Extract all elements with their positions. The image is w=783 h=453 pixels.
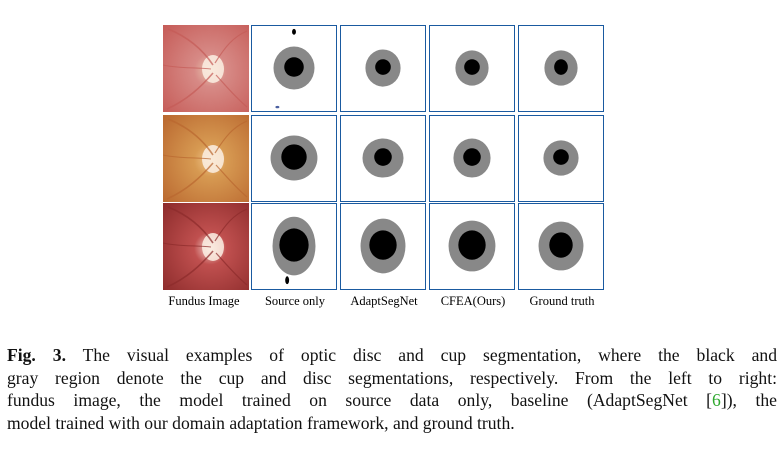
caption-line-4: model trained with our domain adaptation… — [7, 412, 515, 433]
caption-line-2: gray region denote the cup and disc segm… — [7, 367, 777, 388]
segmentation-mask-adaptsegnet-row-2 — [340, 115, 426, 202]
cup-region — [463, 148, 481, 166]
vessel — [166, 162, 214, 200]
vessel — [214, 120, 248, 154]
segmentation-mask-cfea-row-2 — [429, 115, 515, 202]
cup-region — [464, 59, 480, 75]
column-label-source-only: Source only — [264, 294, 326, 308]
cup-region — [369, 230, 397, 260]
optic-disc — [202, 233, 224, 261]
segmentation-mask-cfea-row-3 — [429, 203, 515, 290]
vessel — [163, 64, 212, 70]
figure-caption: Fig. 3. The visual examples of optic dis… — [7, 344, 777, 434]
segmentation-mask-adaptsegnet-row-3 — [340, 203, 426, 290]
segmentation-mask-ground-truth-row-1 — [518, 25, 604, 112]
vessel — [214, 208, 248, 242]
segmentation-mask-ground-truth-row-3 — [518, 203, 604, 290]
optic-disc — [202, 145, 224, 173]
caption-line-1: The visual examples of optic disc and cu… — [82, 345, 777, 365]
vessel — [167, 118, 214, 156]
segmentation-mask-source-only-row-1 — [251, 25, 337, 112]
optic-disc — [202, 55, 224, 83]
segmentation-mask-ground-truth-row-2 — [518, 115, 604, 202]
segmentation-mask-source-only-row-3 — [251, 203, 337, 290]
vessel — [166, 72, 214, 110]
column-label-ground-truth: Ground truth — [529, 294, 595, 308]
false-positive-blob — [285, 276, 290, 285]
fundus-image-row-2 — [163, 115, 249, 202]
column-label-fundus: Fundus Image — [168, 294, 240, 308]
segmentation-mask-source-only-row-2 — [251, 115, 337, 202]
vessel — [215, 74, 248, 108]
vessel — [166, 250, 214, 288]
false-positive-blob — [275, 105, 280, 109]
cup-region — [458, 230, 486, 260]
vessel — [163, 242, 212, 248]
cup-region — [284, 57, 304, 77]
vessel — [167, 206, 214, 244]
fundus-image-row-1 — [163, 25, 249, 112]
segmentation-grid — [163, 25, 605, 293]
false-positive-blob — [292, 28, 296, 35]
vessel — [167, 28, 214, 66]
column-label-cfea: CFEA(Ours) — [440, 294, 506, 308]
cup-region — [553, 149, 569, 165]
caption-line-3: fundus image, the model trained on sourc… — [7, 390, 713, 410]
cup-region — [374, 148, 392, 166]
cup-region — [279, 228, 309, 262]
cup-region — [554, 59, 568, 75]
caption-line-3-end: ]), the — [720, 390, 777, 410]
cup-region — [549, 232, 573, 258]
fundus-image-row-3 — [163, 203, 249, 290]
caption-label: Fig. 3. — [7, 345, 66, 365]
segmentation-mask-adaptsegnet-row-1 — [340, 25, 426, 112]
vessel — [215, 252, 248, 286]
vessel — [163, 154, 212, 160]
vessel — [214, 30, 248, 64]
vessel — [215, 164, 248, 198]
segmentation-mask-cfea-row-1 — [429, 25, 515, 112]
cup-region — [375, 59, 391, 75]
cup-region — [281, 144, 307, 170]
column-label-adaptsegnet: AdaptSegNet — [350, 294, 418, 308]
citation-link[interactable]: 6 — [712, 390, 721, 410]
